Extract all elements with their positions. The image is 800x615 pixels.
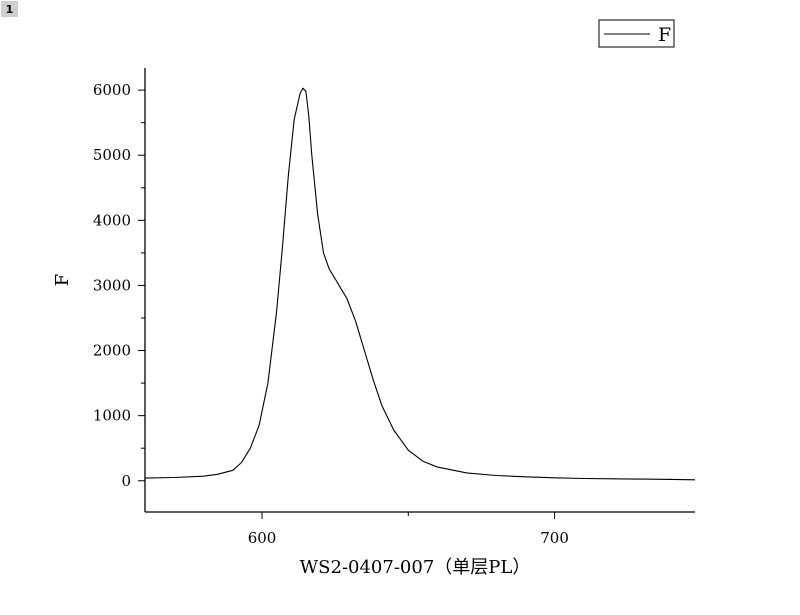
- series-line-F: [144, 87, 696, 481]
- series-layer: [144, 87, 696, 481]
- y-tick-label: 3000: [93, 276, 131, 294]
- y-tick-label: 5000: [93, 146, 131, 164]
- y-tick-label: 4000: [93, 211, 131, 229]
- ticks: 0 1000 2000 3000 4000 5000 6000 600 700: [93, 81, 569, 547]
- axes: [144, 68, 695, 513]
- y-axis-title: F: [52, 274, 73, 287]
- y-tick-label: 2000: [93, 342, 131, 360]
- legend: F: [598, 19, 675, 48]
- y-tick-label: 6000: [93, 81, 131, 99]
- x-tick-label: 700: [540, 529, 569, 547]
- x-tick-label: 600: [248, 529, 277, 547]
- page-number-badge: 1: [1, 1, 18, 17]
- y-tick-label: 1000: [93, 407, 131, 425]
- x-axis-title: WS2-0407-007（单层PL）: [300, 557, 531, 578]
- legend-label-F: F: [658, 24, 671, 46]
- y-tick-label: 0: [121, 472, 131, 490]
